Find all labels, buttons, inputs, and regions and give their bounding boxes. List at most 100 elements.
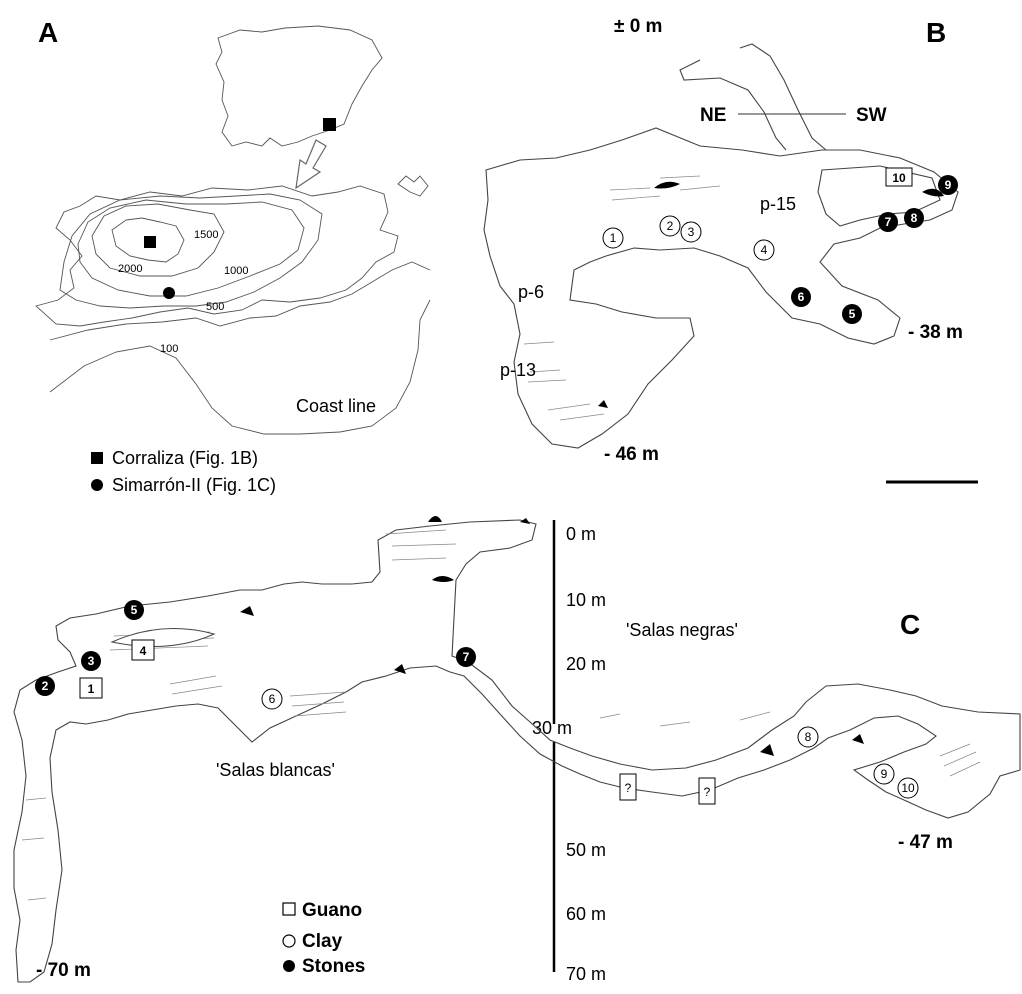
panel-c: C 0 m 10 m 20 m 30 m 50 m 60 m 70 m 'Sal…: [13, 516, 1021, 984]
depth-47-label: - 47 m: [898, 832, 953, 853]
c-scale-tick-70: 70 m: [566, 964, 606, 984]
c-scale-tick-0: 0 m: [566, 524, 596, 544]
shaft-p13-label: p-13: [500, 360, 536, 380]
contour-label-1500: 1500: [194, 229, 218, 241]
svg-text:?: ?: [625, 781, 632, 795]
c-marker-8: 8: [797, 726, 819, 748]
legend-corraliza-label: Corraliza (Fig. 1B): [112, 448, 258, 468]
c-marker-6: 6: [261, 688, 283, 710]
b-marker-1: 1: [602, 227, 624, 249]
svg-text:8: 8: [805, 730, 812, 744]
panel-b: B ± 0 m NE SW p-15 p-6 p-13 - 38 m - 46 …: [483, 16, 978, 484]
svg-text:5: 5: [131, 603, 138, 617]
legend-clay-label: Clay: [302, 931, 343, 952]
svg-text:6: 6: [269, 692, 276, 706]
svg-text:5: 5: [849, 307, 856, 321]
b-marker-2: 2: [659, 215, 681, 237]
contour-label-100: 100: [160, 343, 178, 355]
legend-square-symbol: [91, 452, 103, 464]
c-marker-question-1: ?: [619, 773, 637, 801]
shaft-p15-label: p-15: [760, 194, 796, 214]
panel-a: A 2000 1500 1000 500 100 Coast line Corr…: [35, 17, 431, 495]
corraliza-cave-plan: [483, 127, 959, 449]
legend-guano-symbol: [282, 902, 296, 916]
depth-46-label: - 46 m: [604, 444, 659, 465]
b-marker-3: 3: [680, 221, 702, 243]
svg-text:9: 9: [881, 767, 888, 781]
c-marker-5: 5: [124, 600, 144, 620]
legend-stones-label: Stones: [302, 956, 365, 977]
simarron-locator-circle: [163, 287, 175, 299]
b-marker-6: 6: [791, 287, 811, 307]
legend-guano-label: Guano: [302, 900, 362, 921]
svg-text:7: 7: [885, 215, 892, 229]
coast-line-label: Coast line: [296, 396, 376, 416]
svg-text:7: 7: [463, 650, 470, 664]
contour-100: [49, 261, 431, 341]
sw-label: SW: [856, 105, 887, 126]
ne-label: NE: [700, 105, 726, 126]
shaft-p6-label: p-6: [518, 282, 544, 302]
contour-label-1000: 1000: [224, 265, 248, 277]
c-scale-tick-10: 10 m: [566, 590, 606, 610]
zoom-arrow: [295, 139, 327, 190]
b-marker-9: 9: [938, 175, 958, 195]
legend-simarron-label: Simarrón-II (Fig. 1C): [112, 475, 276, 495]
salas-negras-label: 'Salas negras': [626, 620, 738, 640]
c-marker-2: 2: [35, 676, 55, 696]
contour-label-500: 500: [206, 301, 224, 313]
contour-outer: [35, 185, 399, 327]
svg-text:6: 6: [798, 290, 805, 304]
c-marker-9: 9: [873, 763, 895, 785]
svg-text:4: 4: [140, 644, 147, 658]
panel-b-letter: B: [926, 17, 946, 48]
coastline: [49, 299, 431, 435]
lens-feature: [110, 628, 216, 647]
svg-text:2: 2: [667, 219, 674, 233]
island-east: [397, 175, 429, 197]
svg-text:9: 9: [945, 178, 952, 192]
c-scale-tick-20: 20 m: [566, 654, 606, 674]
svg-text:?: ?: [704, 785, 711, 799]
svg-text:2: 2: [42, 679, 49, 693]
contour-label-2000: 2000: [118, 263, 142, 275]
legend-stones-symbol: [283, 960, 295, 972]
svg-text:10: 10: [901, 781, 915, 795]
b-marker-5: 5: [842, 304, 862, 324]
svg-text:3: 3: [88, 654, 95, 668]
c-marker-1: 1: [79, 677, 103, 699]
salas-blancas-label: 'Salas blancas': [216, 760, 335, 780]
svg-text:8: 8: [911, 211, 918, 225]
c-scale-tick-30: 30 m: [532, 718, 572, 738]
b-hatch-lines: [523, 175, 721, 421]
b-marker-10: 10: [885, 167, 913, 187]
svg-text:4: 4: [761, 243, 768, 257]
svg-text:1: 1: [88, 682, 95, 696]
contour-500: [59, 193, 323, 309]
c-marker-4: 4: [131, 639, 155, 661]
contour-1500: [91, 203, 225, 277]
c-marker-7: 7: [456, 647, 476, 667]
c-marker-3: 3: [81, 651, 101, 671]
corraliza-map-square: [144, 236, 156, 248]
c-scale-tick-50: 50 m: [566, 840, 606, 860]
c-marker-10: 10: [897, 777, 919, 799]
b-marker-8: 8: [904, 208, 924, 228]
svg-text:1: 1: [610, 231, 617, 245]
panel-c-letter: C: [900, 609, 920, 640]
c-scale-tick-60: 60 m: [566, 904, 606, 924]
depth-38-label: - 38 m: [908, 322, 963, 343]
svg-text:3: 3: [688, 225, 695, 239]
datum-label: ± 0 m: [614, 16, 662, 37]
depth-70-label: - 70 m: [36, 960, 91, 981]
corraliza-locator-square: [323, 118, 336, 131]
entrance-passage: [679, 43, 827, 151]
panel-a-letter: A: [38, 17, 58, 48]
b-marker-7: 7: [878, 212, 898, 232]
simarron-cave-section: [13, 519, 1021, 983]
legend-circle-symbol: [91, 479, 103, 491]
svg-text:10: 10: [892, 171, 906, 185]
c-marker-question-2: ?: [698, 777, 716, 805]
legend-clay-symbol: [282, 934, 296, 948]
